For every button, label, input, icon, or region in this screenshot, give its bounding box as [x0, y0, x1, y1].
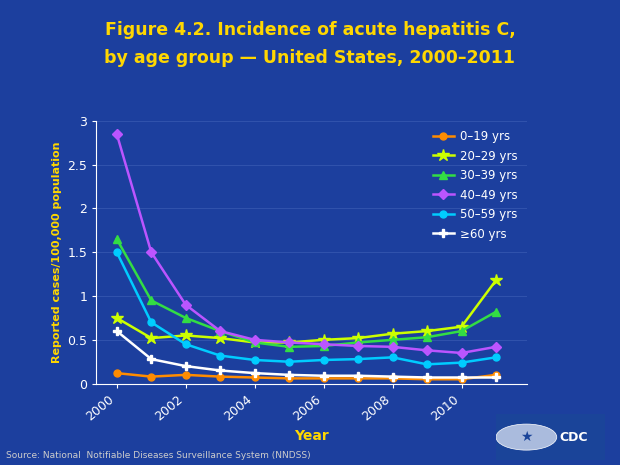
- 40–49 yrs: [320, 341, 327, 347]
- 50–59 yrs: [492, 354, 500, 360]
- ≥60 yrs: [458, 375, 465, 380]
- 50–59 yrs: [285, 359, 293, 365]
- 50–59 yrs: [182, 341, 190, 347]
- 20–29 yrs: [251, 339, 259, 345]
- ≥60 yrs: [285, 372, 293, 378]
- 30–39 yrs: [182, 315, 190, 321]
- Text: by age group — United States, 2000–2011: by age group — United States, 2000–2011: [105, 49, 515, 67]
- 20–29 yrs: [320, 337, 327, 343]
- 50–59 yrs: [389, 354, 396, 360]
- ≥60 yrs: [355, 373, 362, 379]
- 30–39 yrs: [423, 334, 431, 340]
- 50–59 yrs: [320, 357, 327, 363]
- Y-axis label: Reported cases/100,000 population: Reported cases/100,000 population: [51, 141, 61, 363]
- 50–59 yrs: [216, 353, 224, 359]
- 20–29 yrs: [113, 315, 120, 321]
- 30–39 yrs: [389, 337, 396, 343]
- 50–59 yrs: [113, 250, 120, 255]
- 50–59 yrs: [458, 360, 465, 365]
- ≥60 yrs: [216, 368, 224, 373]
- ≥60 yrs: [320, 373, 327, 379]
- ≥60 yrs: [389, 374, 396, 379]
- 20–29 yrs: [285, 339, 293, 345]
- 40–49 yrs: [355, 343, 362, 349]
- 40–49 yrs: [389, 344, 396, 350]
- Line: ≥60 yrs: ≥60 yrs: [113, 327, 500, 382]
- Line: 30–39 yrs: 30–39 yrs: [113, 235, 500, 351]
- 30–39 yrs: [148, 298, 155, 303]
- 50–59 yrs: [355, 356, 362, 362]
- 40–49 yrs: [182, 302, 190, 308]
- 40–49 yrs: [492, 344, 500, 350]
- 0–19 yrs: [251, 375, 259, 380]
- 0–19 yrs: [320, 376, 327, 381]
- FancyBboxPatch shape: [492, 412, 609, 462]
- Text: Figure 4.2. Incidence of acute hepatitis C,: Figure 4.2. Incidence of acute hepatitis…: [105, 21, 515, 39]
- 30–39 yrs: [458, 328, 465, 334]
- ≥60 yrs: [251, 370, 259, 376]
- Line: 40–49 yrs: 40–49 yrs: [113, 131, 500, 357]
- Line: 0–19 yrs: 0–19 yrs: [113, 370, 500, 383]
- Line: 50–59 yrs: 50–59 yrs: [113, 249, 500, 368]
- 30–39 yrs: [355, 339, 362, 345]
- Circle shape: [496, 424, 557, 450]
- 20–29 yrs: [182, 332, 190, 338]
- 20–29 yrs: [216, 335, 224, 341]
- 0–19 yrs: [423, 377, 431, 382]
- 30–39 yrs: [216, 328, 224, 334]
- 0–19 yrs: [492, 372, 500, 378]
- 40–49 yrs: [148, 250, 155, 255]
- 0–19 yrs: [216, 374, 224, 379]
- 20–29 yrs: [458, 324, 465, 330]
- 0–19 yrs: [458, 377, 465, 382]
- X-axis label: Year: Year: [294, 429, 329, 443]
- Text: CDC: CDC: [560, 431, 588, 444]
- 40–49 yrs: [113, 131, 120, 137]
- 40–49 yrs: [423, 347, 431, 353]
- 50–59 yrs: [251, 357, 259, 363]
- 20–29 yrs: [148, 335, 155, 341]
- 50–59 yrs: [148, 319, 155, 325]
- 0–19 yrs: [113, 370, 120, 376]
- 40–49 yrs: [285, 339, 293, 345]
- 40–49 yrs: [216, 328, 224, 334]
- Text: Source: National  Notifiable Diseases Surveillance System (NNDSS): Source: National Notifiable Diseases Sur…: [6, 452, 311, 460]
- 0–19 yrs: [182, 372, 190, 378]
- 30–39 yrs: [320, 343, 327, 349]
- 20–29 yrs: [492, 278, 500, 283]
- 50–59 yrs: [423, 362, 431, 367]
- 20–29 yrs: [423, 328, 431, 334]
- 30–39 yrs: [113, 236, 120, 242]
- 30–39 yrs: [251, 339, 259, 345]
- 0–19 yrs: [285, 376, 293, 381]
- 0–19 yrs: [355, 376, 362, 381]
- 20–29 yrs: [389, 331, 396, 337]
- ≥60 yrs: [492, 375, 500, 380]
- Text: ★: ★: [520, 430, 533, 444]
- 0–19 yrs: [389, 376, 396, 381]
- ≥60 yrs: [182, 363, 190, 369]
- Legend: 0–19 yrs, 20–29 yrs, 30–39 yrs, 40–49 yrs, 50–59 yrs, ≥60 yrs: 0–19 yrs, 20–29 yrs, 30–39 yrs, 40–49 yr…: [429, 127, 521, 244]
- ≥60 yrs: [113, 328, 120, 334]
- ≥60 yrs: [148, 356, 155, 362]
- Line: 20–29 yrs: 20–29 yrs: [110, 274, 502, 349]
- ≥60 yrs: [423, 375, 431, 380]
- 30–39 yrs: [492, 309, 500, 315]
- 20–29 yrs: [355, 335, 362, 341]
- 40–49 yrs: [251, 337, 259, 343]
- 0–19 yrs: [148, 374, 155, 379]
- 30–39 yrs: [285, 344, 293, 350]
- 40–49 yrs: [458, 350, 465, 356]
